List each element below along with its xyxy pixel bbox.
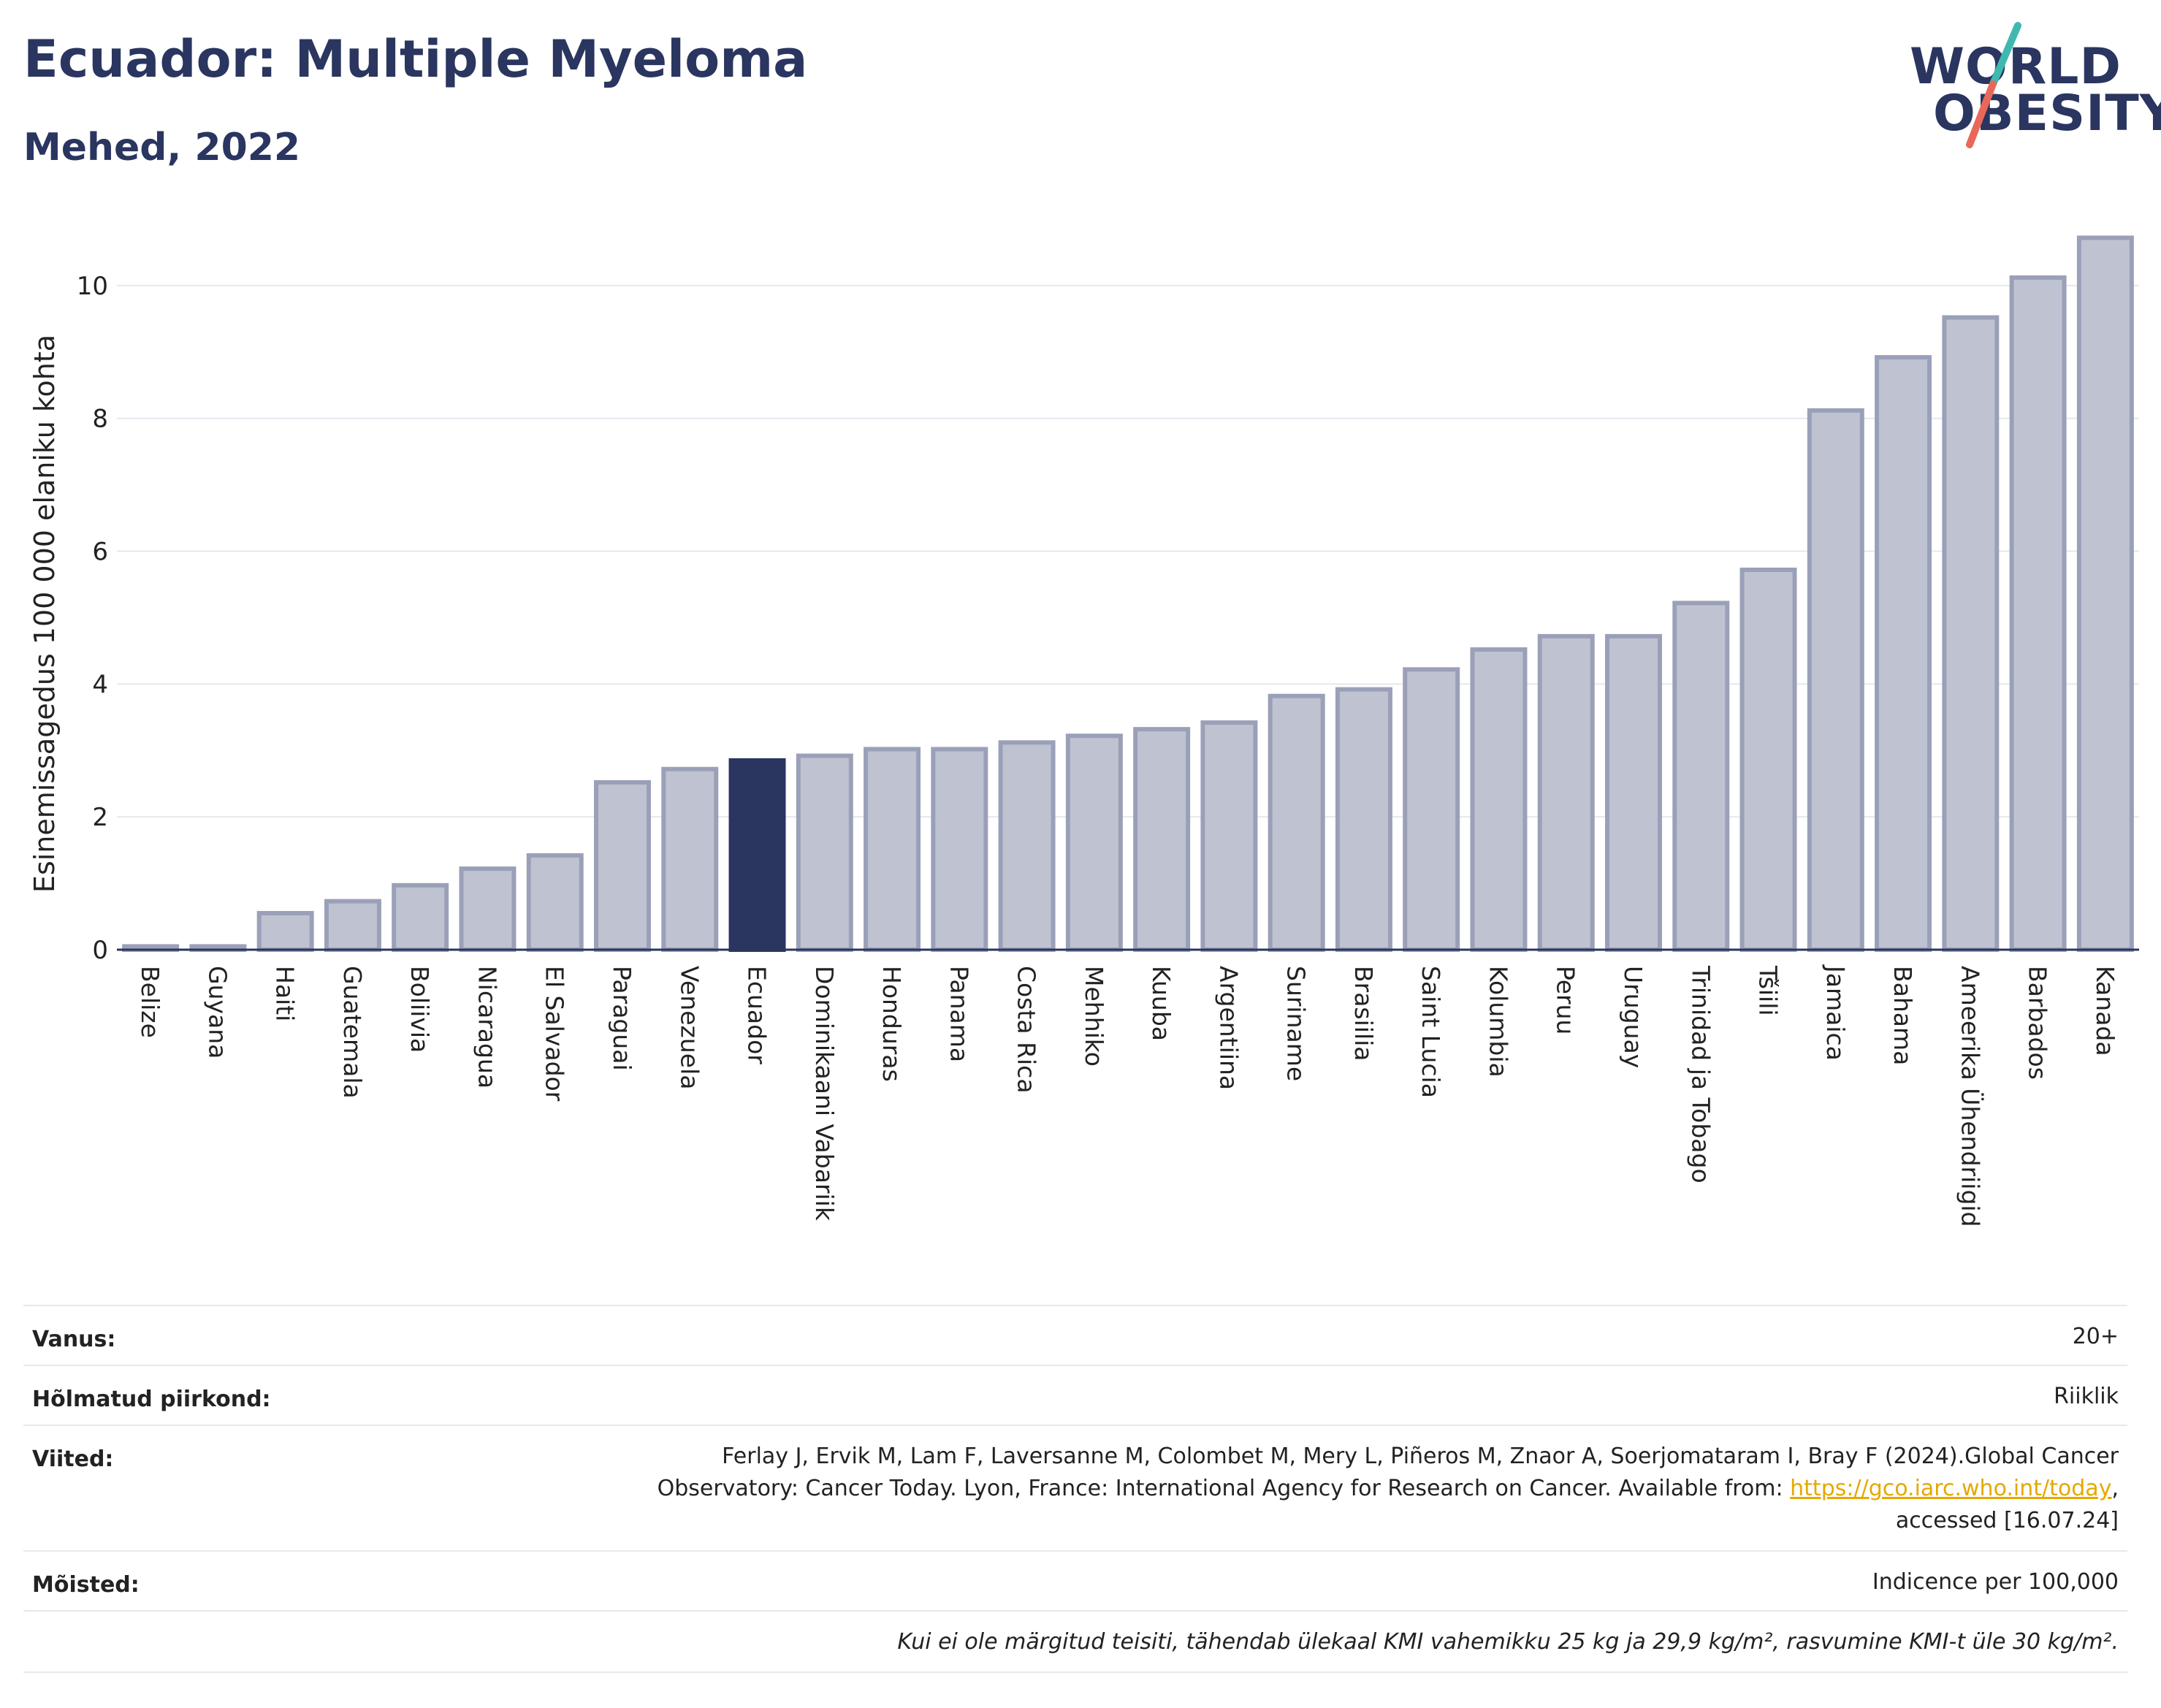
bar-chart: 0 2 4 6 8 10 Belize Guyana Haiti Guatemala Boliiv… bbox=[28, 235, 2139, 1227]
x-tick-label: Kuuba bbox=[1147, 966, 1175, 1041]
x-tick-label: Suriname bbox=[1282, 966, 1311, 1081]
y-axis-ticks: 0 2 4 6 8 10 bbox=[77, 272, 108, 965]
y-tick-label: 10 bbox=[77, 272, 108, 301]
bar-barbados bbox=[2009, 275, 2067, 952]
bar-brasiilia bbox=[1335, 687, 1392, 952]
x-tick-label: Tšiili bbox=[1754, 965, 1783, 1016]
x-tick-label: Belize bbox=[136, 966, 164, 1038]
bar-kolumbia bbox=[1470, 647, 1528, 952]
bar-kanada bbox=[2076, 235, 2134, 953]
bar-dominikaani-vabariik bbox=[796, 753, 853, 952]
note-text: Kui ei ole märgitud teisiti, tähendab ül… bbox=[897, 1629, 2119, 1655]
world-obesity-logo: WORLD OBESITY bbox=[1907, 22, 2161, 153]
bar-uruguay bbox=[1605, 633, 1662, 953]
x-tick-label: Nicaragua bbox=[473, 966, 501, 1089]
logo-line1: WORLD bbox=[1910, 38, 2122, 96]
x-tick-label: Paraguai bbox=[608, 966, 636, 1071]
defs-value: Indicence per 100,000 bbox=[1872, 1569, 2119, 1595]
refs-value: Ferlay J, Ervik M, Lam F, Laversanne M, … bbox=[658, 1441, 2119, 1537]
bar-honduras bbox=[864, 747, 921, 953]
bars bbox=[122, 235, 2134, 953]
y-tick-label: 0 bbox=[92, 936, 108, 965]
bar-venezuela bbox=[661, 766, 719, 953]
x-tick-label: Saint Lucia bbox=[1417, 966, 1445, 1098]
x-tick-label: Dominikaani Vabariik bbox=[810, 966, 839, 1221]
refs-link[interactable]: https://gco.iarc.who.int/today bbox=[1790, 1476, 2112, 1501]
bar-ecuador bbox=[728, 758, 786, 952]
y-tick-label: 2 bbox=[92, 803, 108, 832]
x-tick-label: Haiti bbox=[271, 966, 300, 1021]
refs-line3: accessed [16.07.24] bbox=[1895, 1508, 2119, 1533]
info-row-defs: Mõisted: Indicence per 100,000 bbox=[23, 1550, 2127, 1612]
x-tick-label: Trinidad ja Tobago bbox=[1686, 965, 1715, 1183]
info-row-note: Kui ei ole märgitud teisiti, tähendab ül… bbox=[23, 1610, 2127, 1673]
bar-saint-lucia bbox=[1403, 667, 1460, 952]
bar-argentiina bbox=[1200, 720, 1258, 952]
x-tick-label: Venezuela bbox=[675, 966, 704, 1089]
x-tick-label: Guyana bbox=[203, 966, 232, 1059]
region-value: Riiklik bbox=[2054, 1384, 2119, 1409]
bar-guatemala bbox=[324, 899, 381, 952]
bar-costa-rica bbox=[998, 740, 1056, 952]
x-tick-label: Barbados bbox=[2024, 966, 2052, 1080]
defs-label: Mõisted: bbox=[32, 1572, 140, 1598]
x-axis-ticks: Belize Guyana Haiti Guatemala Boliivia Nicara… bbox=[136, 964, 2119, 1227]
bar-kuuba bbox=[1133, 727, 1191, 952]
logo-line2: OBESITY bbox=[1933, 85, 2161, 142]
refs-line1: Ferlay J, Ervik M, Lam F, Laversanne M, … bbox=[722, 1444, 2119, 1469]
info-row-region: Hõlmatud piirkond: Riiklik bbox=[23, 1365, 2127, 1426]
x-tick-label: Argentiina bbox=[1214, 966, 1243, 1090]
x-tick-label: Guatemala bbox=[338, 966, 367, 1099]
x-tick-label: Jamaica bbox=[1821, 964, 1850, 1061]
x-tick-label: Ecuador bbox=[743, 966, 771, 1064]
bar-peruu bbox=[1537, 633, 1595, 953]
x-tick-label: Kanada bbox=[2091, 966, 2119, 1056]
info-row-age: Vanus: 20+ bbox=[23, 1305, 2127, 1366]
page-subtitle: Mehed, 2022 bbox=[23, 126, 301, 169]
x-tick-label: Uruguay bbox=[1619, 966, 1647, 1068]
y-tick-label: 8 bbox=[92, 405, 108, 434]
x-tick-label: Mehhiko bbox=[1080, 966, 1108, 1067]
info-row-refs: Viited: Ferlay J, Ervik M, Lam F, Lavers… bbox=[23, 1425, 2127, 1552]
age-label: Vanus: bbox=[32, 1327, 116, 1352]
bar-boliivia bbox=[392, 882, 449, 953]
page-title: Ecuador: Multiple Myeloma bbox=[23, 29, 808, 89]
y-tick-label: 6 bbox=[92, 538, 108, 567]
bar-el-salvador bbox=[526, 853, 584, 952]
x-tick-label: Bahama bbox=[1889, 966, 1917, 1065]
y-axis-label: Esinemissagedus 100 000 elaniku kohta bbox=[28, 335, 61, 893]
x-tick-label: Panama bbox=[945, 966, 973, 1062]
bar-haiti bbox=[256, 911, 314, 952]
age-value: 20+ bbox=[2072, 1324, 2119, 1349]
x-tick-label: Costa Rica bbox=[1013, 966, 1041, 1094]
bar-paraguai bbox=[594, 779, 651, 952]
y-tick-label: 4 bbox=[92, 670, 108, 699]
x-tick-label: Brasiilia bbox=[1349, 966, 1378, 1061]
x-tick-label: Honduras bbox=[877, 966, 906, 1082]
bar-t-iili bbox=[1739, 568, 1797, 952]
refs-label: Viited: bbox=[32, 1446, 114, 1472]
bar-suriname bbox=[1268, 693, 1325, 953]
refs-line2-end: , bbox=[2111, 1476, 2119, 1501]
x-tick-label: Ameerika Ühendriigid bbox=[1956, 966, 1985, 1227]
bar-bahama bbox=[1875, 355, 1932, 953]
bar-trinidad-ja-tobago bbox=[1672, 601, 1730, 952]
x-tick-label: Kolumbia bbox=[1484, 966, 1512, 1078]
region-label: Hõlmatud piirkond: bbox=[32, 1387, 271, 1412]
x-tick-label: Peruu bbox=[1552, 966, 1580, 1034]
x-tick-label: El Salvador bbox=[541, 966, 569, 1102]
bar-mehhiko bbox=[1065, 733, 1123, 952]
bar-nicaragua bbox=[459, 866, 517, 953]
refs-line2: Observatory: Cancer Today. Lyon, France:… bbox=[658, 1473, 2119, 1505]
bar-ameerika-hendriigid bbox=[1942, 315, 2000, 952]
logo-slash-icon bbox=[1966, 22, 2021, 148]
bar-panama bbox=[931, 747, 988, 953]
bar-jamaica bbox=[1807, 408, 1864, 952]
x-tick-label: Boliivia bbox=[405, 966, 434, 1053]
refs-line2-text: Observatory: Cancer Today. Lyon, France:… bbox=[657, 1476, 1791, 1501]
